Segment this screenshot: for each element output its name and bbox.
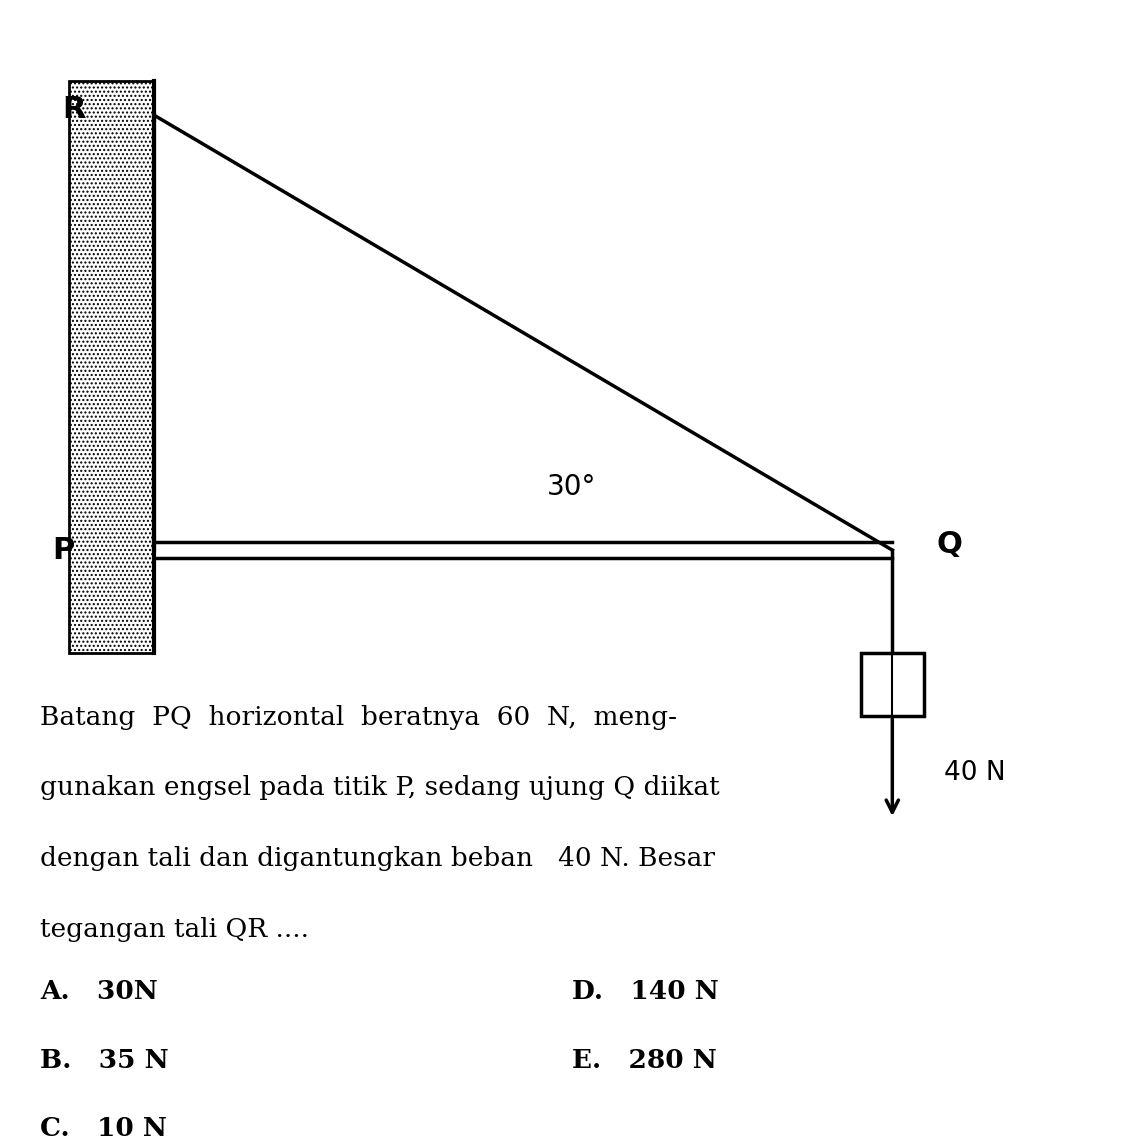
Text: gunakan engsel pada titik P, sedang ujung Q diikat: gunakan engsel pada titik P, sedang ujun… [40, 776, 720, 801]
Text: E.   280 N: E. 280 N [572, 1047, 717, 1073]
Text: 30°: 30° [547, 473, 597, 501]
Text: Q: Q [937, 529, 962, 559]
Text: D.   140 N: D. 140 N [572, 979, 718, 1004]
Text: A.   30N: A. 30N [40, 979, 158, 1004]
Text: R: R [63, 95, 86, 124]
Bar [69, 81, 154, 653]
Bar [861, 653, 924, 716]
Text: P: P [51, 535, 74, 565]
Text: 40 N: 40 N [944, 760, 1006, 786]
Text: C.   10 N: C. 10 N [40, 1116, 167, 1141]
Text: B.   35 N: B. 35 N [40, 1047, 168, 1073]
Text: Batang  PQ  horizontal  beratnya  60  N,  meng-: Batang PQ horizontal beratnya 60 N, meng… [40, 705, 677, 730]
Text: tegangan tali QR ....: tegangan tali QR .... [40, 917, 309, 942]
Text: dengan tali dan digantungkan beban   40 N. Besar: dengan tali dan digantungkan beban 40 N.… [40, 847, 715, 871]
